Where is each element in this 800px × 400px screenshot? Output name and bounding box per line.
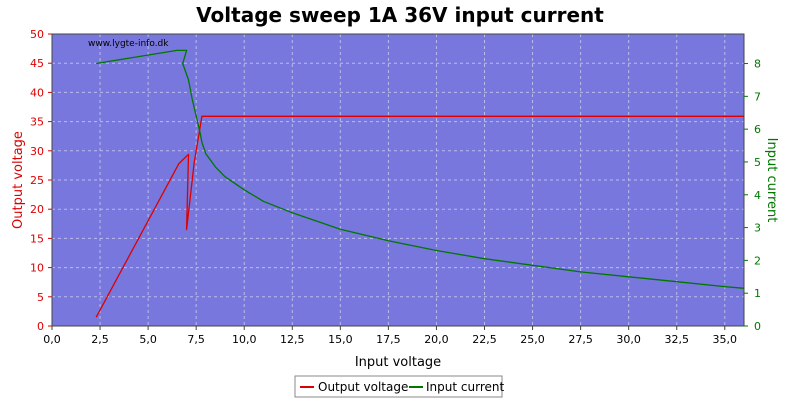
x-tick-label: 7,5 — [187, 333, 205, 346]
legend-label-input-current: Input current — [426, 380, 504, 394]
x-tick-label: 30,0 — [616, 333, 641, 346]
y-right-tick-label: 2 — [754, 254, 761, 267]
y-left-tick-label: 10 — [30, 262, 44, 275]
y-right-tick-label: 3 — [754, 222, 761, 235]
x-tick-label: 22,5 — [472, 333, 497, 346]
x-tick-label: 32,5 — [664, 333, 689, 346]
series-line-output-voltage — [95, 115, 744, 318]
x-tick-label: 27,5 — [568, 333, 593, 346]
y-axis-right-label: Input current — [764, 138, 779, 223]
y-left-tick-label: 50 — [30, 28, 44, 41]
y-right-tick-label: 1 — [754, 287, 761, 300]
legend-label-output-voltage: Output voltage — [318, 380, 408, 394]
y-axis-left-label: Output voltage — [11, 131, 26, 229]
x-tick-label: 17,5 — [376, 333, 401, 346]
y-left-tick-label: 5 — [37, 291, 44, 304]
y-left-tick-label: 30 — [30, 145, 44, 158]
y-right-tick-label: 4 — [754, 189, 761, 202]
y-right-tick-label: 7 — [754, 90, 761, 103]
watermark: www.lygte-info.dk — [88, 39, 169, 49]
legend: Output voltage Input current — [294, 375, 504, 398]
x-tick-label: 20,0 — [424, 333, 449, 346]
y-right-tick-label: 8 — [754, 58, 761, 71]
y-left-tick-label: 20 — [30, 203, 44, 216]
x-tick-label: 0,0 — [43, 333, 61, 346]
y-left-tick-label: 15 — [30, 232, 44, 245]
y-right-tick-label: 6 — [754, 123, 761, 136]
x-tick-label: 5,0 — [139, 333, 157, 346]
series-line-input-current — [96, 49, 745, 289]
y-left-tick-label: 35 — [30, 116, 44, 129]
x-tick-label: 25,0 — [520, 333, 545, 346]
y-left-tick-label: 25 — [30, 174, 44, 187]
x-tick-label: 10,0 — [232, 333, 257, 346]
y-left-tick-label: 0 — [37, 320, 44, 333]
x-tick-label: 15,0 — [328, 333, 353, 346]
x-tick-label: 35,0 — [713, 333, 738, 346]
y-right-tick-label: 5 — [754, 156, 761, 169]
y-left-tick-label: 45 — [30, 57, 44, 70]
x-axis-label: Input voltage — [355, 355, 441, 370]
y-left-tick-label: 40 — [30, 86, 44, 99]
x-tick-label: 12,5 — [280, 333, 305, 346]
y-right-tick-label: 0 — [754, 320, 761, 333]
chart-title: Voltage sweep 1A 36V input current — [196, 3, 604, 27]
x-tick-label: 2,5 — [91, 333, 109, 346]
